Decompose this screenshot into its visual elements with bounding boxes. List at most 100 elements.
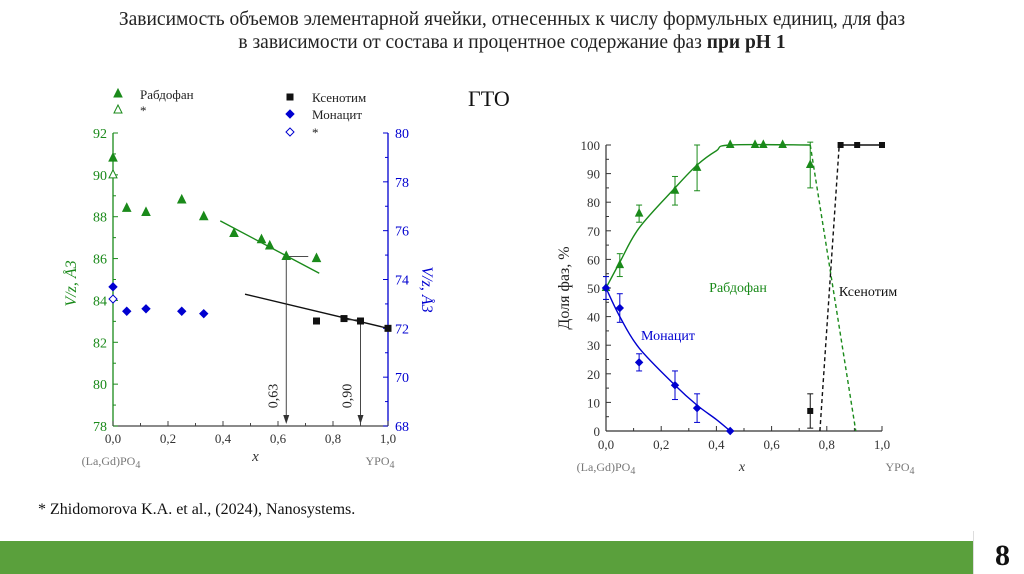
legend-label: Ксенотим <box>312 90 366 105</box>
left-series-point <box>313 317 320 325</box>
legend-label: * <box>312 125 319 140</box>
left-series-point <box>384 324 392 332</box>
right-chart-point <box>805 159 815 169</box>
left-y-tick-label: 88 <box>93 211 107 226</box>
left-y-tick-label: 84 <box>93 294 107 309</box>
left-series-point <box>311 252 322 263</box>
right-chart-point <box>601 283 611 293</box>
right-chart-series-label: Ксенотим <box>839 285 898 300</box>
left-series-point <box>340 315 348 323</box>
title-ph: при pH 1 <box>706 32 786 53</box>
right-chart-y-tick-label: 100 <box>581 138 601 153</box>
right-chart-x-tick-label: 0,8 <box>819 437 835 452</box>
left-series-point <box>177 306 187 316</box>
left-series-point <box>176 193 187 204</box>
left-series-point <box>108 151 118 162</box>
right-chart-y-tick-label: 70 <box>587 224 600 239</box>
left-series-point <box>281 250 292 260</box>
right-y-tick-label: 72 <box>395 322 409 337</box>
legend-marker <box>286 93 294 101</box>
left-x-tick-label: 0,8 <box>325 431 341 446</box>
left-y-tick-label: 78 <box>93 420 107 435</box>
right-x-end-left-label: (La,Gd)PO4 <box>577 460 636 477</box>
page-number: 8 <box>995 539 1010 572</box>
legend-marker <box>113 103 123 114</box>
right-chart-fit-curve <box>605 287 731 432</box>
right-chart-y-tick-label: 20 <box>587 367 600 382</box>
right-chart-y-tick-label: 50 <box>587 281 600 296</box>
right-chart-y-tick-label: 90 <box>587 167 600 182</box>
right-chart-point <box>778 139 787 148</box>
left-series-point <box>122 306 132 316</box>
right-y-tick-label: 68 <box>395 420 409 435</box>
footer-bar <box>0 541 1024 574</box>
reference-text: * Zhidomorova K.A. et al., (2024), Nanos… <box>38 501 356 518</box>
right-chart-y-tick-label: 0 <box>594 424 601 439</box>
gto-label: ГТО <box>468 86 510 111</box>
annotation-arrow-head <box>357 415 364 424</box>
left-x-end-left-label: (La,Gd)PO4 <box>82 454 141 471</box>
right-chart-point <box>759 139 768 148</box>
left-x-tick-label: 0,0 <box>105 431 121 446</box>
right-y-tick-label: 74 <box>395 274 409 289</box>
right-y-axis-title: V/z, Å3 <box>418 266 436 312</box>
right-y-tick-label: 80 <box>395 127 409 142</box>
right-chart-x-tick-label: 0,0 <box>598 437 614 452</box>
legend-label: Рабдофан <box>140 87 194 102</box>
left-series-point <box>198 210 209 221</box>
right-y-tick-label: 70 <box>395 371 409 386</box>
left-series-point <box>121 202 132 212</box>
right-x-end-right-label: YPO4 <box>885 460 914 477</box>
annotation-arrow-head <box>283 415 290 424</box>
left-series-point <box>199 308 209 319</box>
left-x-end-right-label: YPO4 <box>365 454 394 471</box>
title-line-1: Зависимость объемов элементарной ячейки,… <box>118 9 906 30</box>
left-series-point <box>108 168 118 179</box>
legend-marker <box>113 87 123 98</box>
right-chart-point <box>750 139 760 148</box>
right-chart-x-tick-label: 1,0 <box>874 437 890 452</box>
right-chart-x-axis-label: x <box>738 460 746 475</box>
left-x-tick-label: 0,6 <box>270 431 287 446</box>
annotation-label: 0,90 <box>341 384 356 409</box>
legend-marker <box>285 127 295 137</box>
right-chart-y-tick-label: 30 <box>587 338 600 353</box>
page-number-box <box>973 531 1024 574</box>
legend-marker <box>285 109 295 119</box>
left-series-point <box>141 206 151 217</box>
right-chart-point <box>854 142 861 148</box>
left-y-tick-label: 80 <box>93 378 107 393</box>
right-chart-y-tick-label: 40 <box>587 310 600 325</box>
right-chart-point <box>670 185 680 194</box>
right-chart-point <box>837 142 844 148</box>
right-chart-point <box>725 139 735 148</box>
right-y-tick-label: 76 <box>395 225 409 240</box>
legend-label: * <box>140 103 147 118</box>
left-series-point <box>108 294 118 304</box>
right-chart-point <box>670 381 680 390</box>
left-series-point <box>229 227 239 237</box>
left-y-tick-label: 90 <box>93 169 107 184</box>
left-y-tick-label: 92 <box>93 127 107 142</box>
left-series-point <box>108 282 118 292</box>
right-chart-point <box>634 208 644 217</box>
right-chart-y-axis-title: Доля фаз, % <box>556 246 573 329</box>
left-x-tick-label: 1,0 <box>380 431 396 446</box>
legend-label: Монацит <box>312 107 362 122</box>
right-chart-fit-curve <box>809 144 857 432</box>
right-y-tick-label: 78 <box>395 176 409 191</box>
right-chart-y-tick-label: 80 <box>587 195 600 210</box>
left-series-point <box>256 233 267 244</box>
right-chart-point <box>807 407 814 414</box>
left-y-tick-label: 82 <box>93 336 107 351</box>
right-chart-point <box>692 162 702 171</box>
right-chart-point <box>879 142 885 148</box>
right-chart-x-tick-label: 0,6 <box>763 437 780 452</box>
left-series-point <box>357 317 364 325</box>
right-chart-series-label: Рабдофан <box>709 281 767 296</box>
left-y-tick-label: 86 <box>93 253 107 268</box>
right-chart-point <box>615 303 625 313</box>
slide-title: Зависимость объемов элементарной ячейки,… <box>0 8 1024 54</box>
left-x-tick-label: 0,2 <box>160 431 176 446</box>
